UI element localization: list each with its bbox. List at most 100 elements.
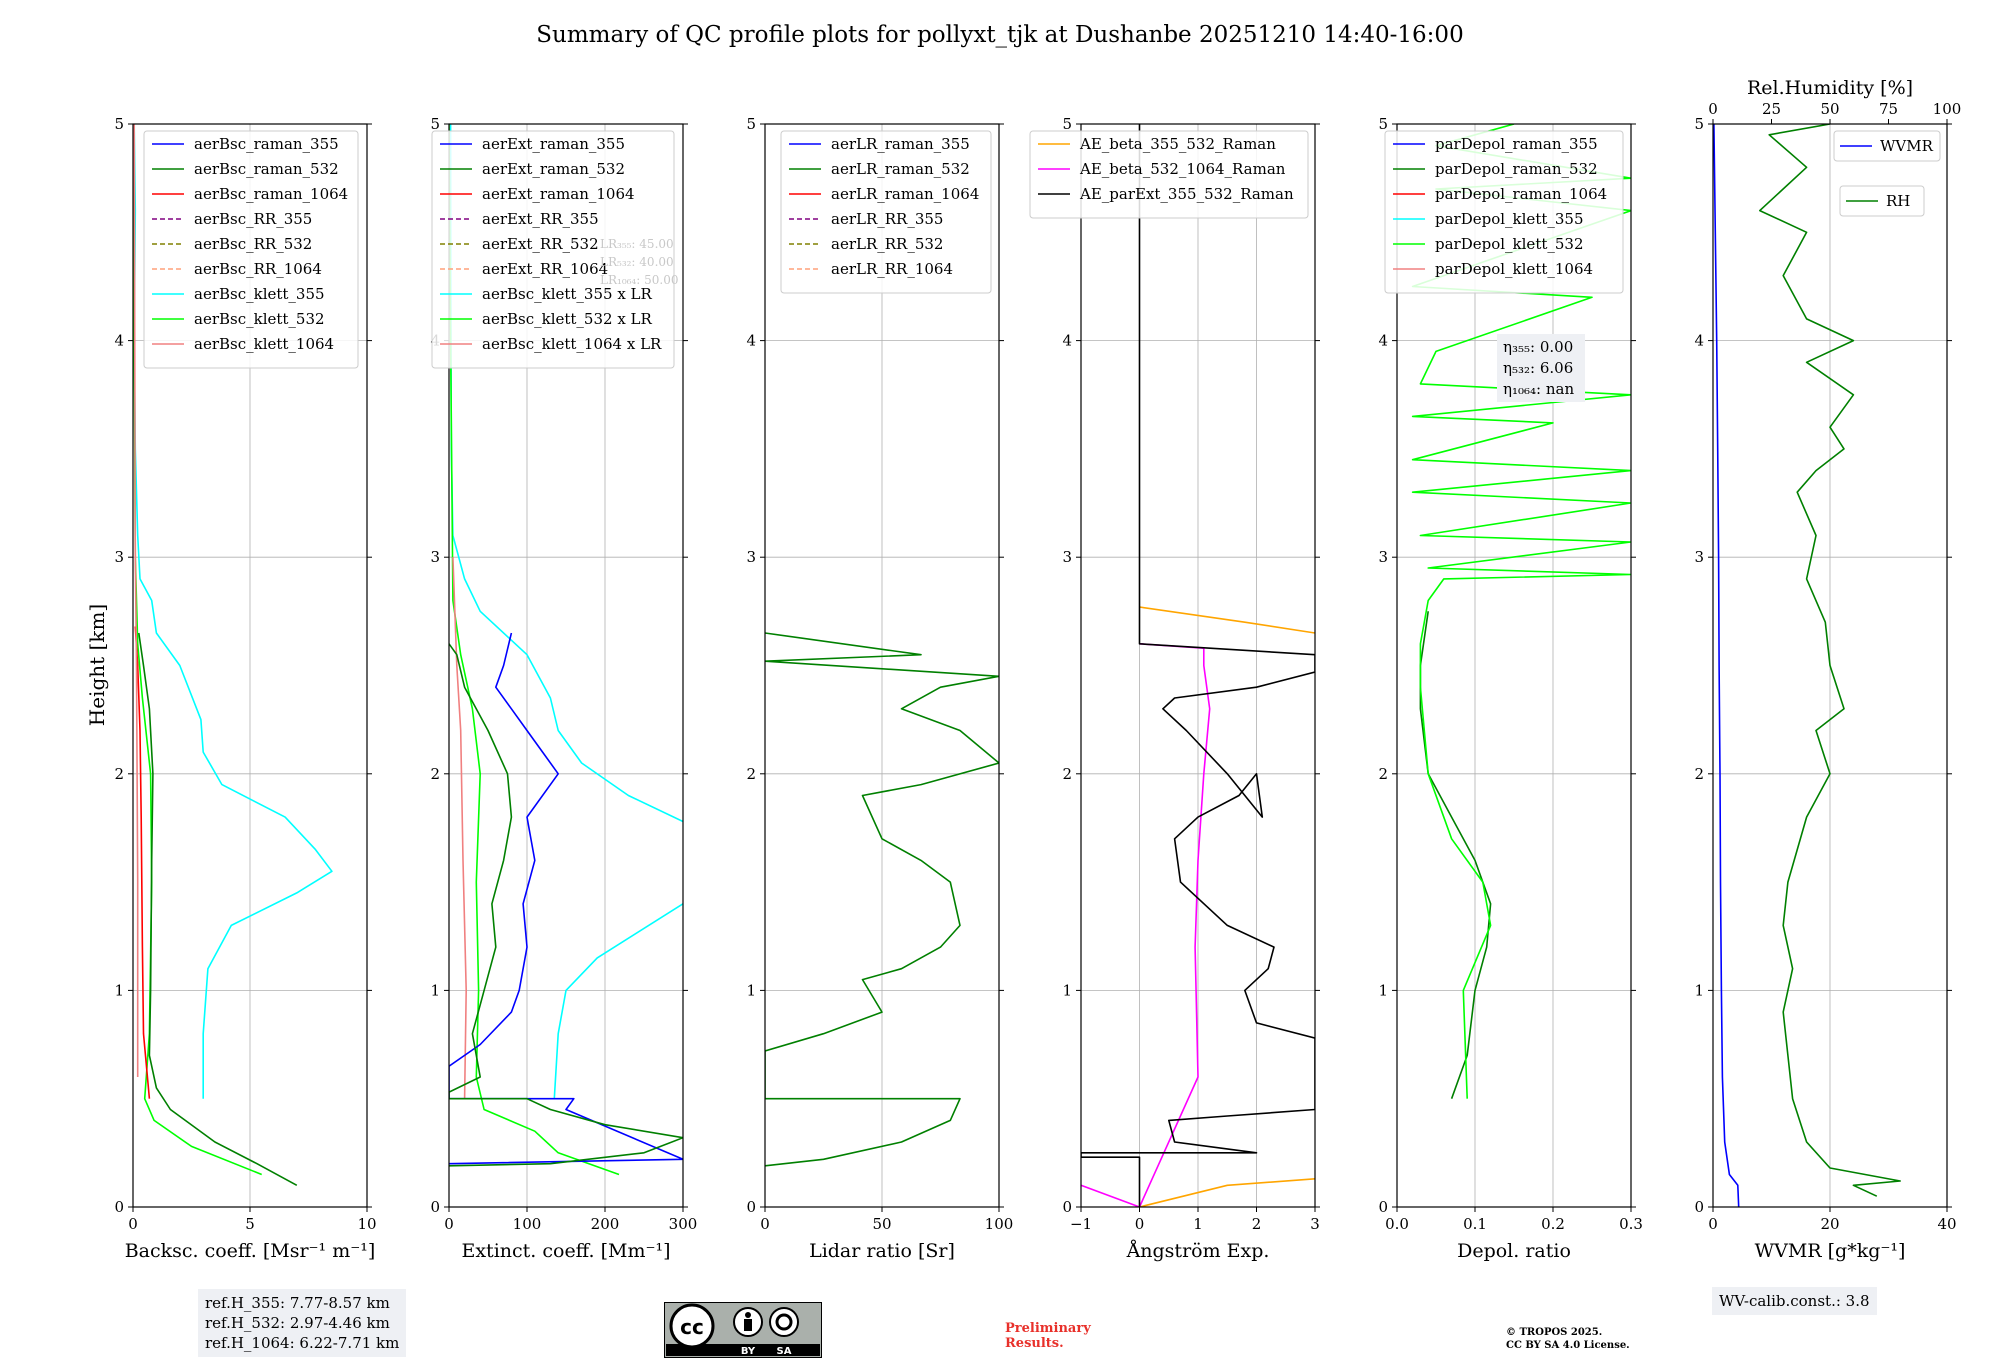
y-tick-label-depol: 2 (1378, 765, 1388, 783)
preliminary-line-2: Results. (1005, 1336, 1064, 1351)
x-tick-label-lidar-ratio: 0 (760, 1215, 770, 1233)
series-line-aerext-raman-532 (449, 643, 683, 1167)
x-tick-label-depol: 0.3 (1619, 1215, 1643, 1233)
copyright-line-2: CC BY SA 4.0 License. (1506, 1340, 1630, 1351)
series-group-lidar-ratio (765, 632, 999, 1167)
series-line-aerbsc-klett-1064 (133, 124, 139, 1077)
preliminary-results-note: Preliminary Results. (1005, 1321, 1091, 1351)
x-tick-label-extinction: 0 (444, 1215, 454, 1233)
legend-entry-lidar-ratio: aerLR_RR_532 (831, 235, 943, 253)
x-axis-label-depol: Depol. ratio (1457, 1240, 1571, 1262)
series-line-aerbsc-klett-532-x-lr (449, 124, 620, 1176)
legend-box-angstrom (1029, 130, 1309, 219)
series-line-aerbsc-raman-1064 (134, 626, 151, 1099)
legend-entry-backscatter: aerBsc_RR_532 (194, 235, 312, 253)
x-axis-label-backscatter: Backsc. coeff. [Msr⁻¹ m⁻¹] (125, 1240, 376, 1262)
by-label: BY (741, 1346, 756, 1357)
series-group-wvmr (1713, 124, 1901, 1207)
sa-arrow-icon (775, 1313, 793, 1331)
ref-height-355: ref.H_355: 7.77-8.57 km (205, 1294, 390, 1312)
y-tick-label-wvmr: 2 (1694, 765, 1704, 783)
legend-entry-backscatter: aerBsc_klett_532 (194, 310, 325, 328)
legend-box-backscatter (143, 130, 359, 369)
legend-entry-angstrom: AE_beta_355_532_Raman (1079, 135, 1276, 153)
axes-frame-lidar-ratio (764, 123, 1000, 1208)
legend-entry-angstrom: AE_beta_532_1064_Raman (1079, 160, 1286, 178)
legend-entry-extinction: aerExt_raman_355 (482, 135, 625, 153)
y-tick-label-lidar-ratio: 4 (746, 332, 756, 350)
y-tick-label-lidar-ratio: 1 (746, 981, 756, 999)
legend-entry-backscatter: aerBsc_RR_1064 (194, 260, 322, 278)
legend-entry-backscatter: aerBsc_raman_1064 (194, 185, 348, 203)
legend-entry-backscatter: aerBsc_RR_355 (194, 210, 312, 228)
legend-entry-extinction: aerExt_raman_532 (482, 160, 625, 178)
legend-entry-extinction: aerExt_RR_355 (482, 210, 599, 228)
eta-value-0: η₃₅₅: 0.00 (1503, 338, 1573, 356)
legend-depol: parDepol_raman_355 parDepol_raman_532 parD… (1384, 130, 1624, 294)
legend-entry-extinction: aerExt_raman_1064 (482, 185, 635, 203)
y-tick-label-angstrom: 0 (1062, 1198, 1072, 1216)
x-tick-label-wvmr: 20 (1820, 1215, 1839, 1233)
panel-depol: 0.0 0.1 0.2 0.3 0 1 2 3 4 5 Depol. ratio parDepol_r… (1378, 115, 1642, 1262)
y-tick-label-extinction: 3 (430, 548, 440, 566)
x-axis-label-wvmr: WVMR [g*kg⁻¹] (1755, 1240, 1906, 1262)
y-axis-label: Height [km] (85, 604, 109, 726)
series-line-ae-beta-355-532-raman-upper (1139, 606, 1315, 634)
by-person-head (745, 1312, 751, 1318)
y-tick-label-wvmr: 4 (1694, 332, 1704, 350)
reference-heights-box: ref.H_355: 7.77-8.57 km ref.H_532: 2.97-… (198, 1289, 407, 1357)
y-tick-label-wvmr: 5 (1694, 115, 1704, 133)
series-line-rh (1759, 124, 1901, 1197)
y-tick-label-extinction: 5 (430, 115, 440, 133)
legend-entry-lidar-ratio: aerLR_raman_532 (831, 160, 970, 178)
x-axis-label-lidar-ratio: Lidar ratio [Sr] (809, 1240, 955, 1262)
legend-entry-lidar-ratio: aerLR_raman_1064 (831, 185, 979, 203)
axes-frame-extinction (448, 123, 684, 1208)
series-line-aerbsc-klett-355-x-lr (553, 903, 683, 1099)
y-tick-label-wvmr: 0 (1694, 1198, 1704, 1216)
cc-license-badge[interactable]: cc BY SA (664, 1302, 822, 1358)
legend-entry-lidar-ratio: aerLR_RR_1064 (831, 260, 953, 278)
series-line-aerext-raman-355 (449, 632, 683, 1165)
copyright-line-1: © TROPOS 2025. (1506, 1327, 1603, 1338)
legend-entry-depol: parDepol_raman_355 (1435, 135, 1598, 153)
y-tick-label-depol: 3 (1378, 548, 1388, 566)
y-tick-label-lidar-ratio: 0 (746, 1198, 756, 1216)
wv-calib-text: WV-calib.const.: 3.8 (1719, 1292, 1870, 1310)
series-line-aerbsc-raman-532 (138, 632, 298, 1187)
y-tick-label-angstrom: 2 (1062, 765, 1072, 783)
series-line-wvmr (1713, 124, 1740, 1207)
legend-box-lidar-ratio (780, 130, 992, 294)
y-tick-label-depol: 4 (1378, 332, 1388, 350)
x-tick-label-extinction: 200 (591, 1215, 620, 1233)
y-tick-label-backscatter: 1 (114, 981, 124, 999)
top-x-tick-label-wvmr: 50 (1820, 100, 1839, 118)
by-person-body (744, 1319, 752, 1331)
x-tick-label-backscatter: 5 (245, 1215, 255, 1233)
copyright-note: © TROPOS 2025. CC BY SA 4.0 License. (1506, 1326, 1630, 1352)
wv-calib-box: WV-calib.const.: 3.8 (1712, 1287, 1877, 1315)
x-tick-label-wvmr: 40 (1937, 1215, 1956, 1233)
y-tick-label-angstrom: 4 (1062, 332, 1072, 350)
y-tick-label-angstrom: 3 (1062, 548, 1072, 566)
top-x-tick-label-wvmr: 100 (1933, 100, 1962, 118)
panel-backscatter: 0 5 10 0 1 2 3 4 5 Backsc. coeff. [Msr⁻¹ m⁻¹] aerB… (114, 115, 376, 1262)
sa-label: SA (777, 1346, 792, 1357)
legend-entry-extinction: aerBsc_klett_532 x LR (482, 310, 653, 328)
y-tick-label-angstrom: 1 (1062, 981, 1072, 999)
cc-text: cc (680, 1315, 704, 1339)
series-group-angstrom (1081, 124, 1315, 1207)
x-tick-label-lidar-ratio: 100 (985, 1215, 1014, 1233)
y-tick-label-extinction: 2 (430, 765, 440, 783)
axes-frame-angstrom (1080, 123, 1316, 1208)
x-tick-label-backscatter: 10 (357, 1215, 376, 1233)
eta-box: η₃₅₅: 0.00 η₅₃₂: 6.06 η₁₀₆₄: nan (1497, 334, 1585, 402)
legend-wvmr-wvmr: WVMR (1833, 130, 1941, 162)
legend-entry-extinction: aerBsc_klett_1064 x LR (482, 335, 662, 353)
y-tick-label-backscatter: 3 (114, 548, 124, 566)
legend-extinction: aerExt_raman_355 aerExt_raman_532 aerExt_r… (431, 130, 675, 369)
legend-entry-backscatter: aerBsc_raman_532 (194, 160, 339, 178)
legend-entry-lidar-ratio: aerLR_raman_355 (831, 135, 970, 153)
